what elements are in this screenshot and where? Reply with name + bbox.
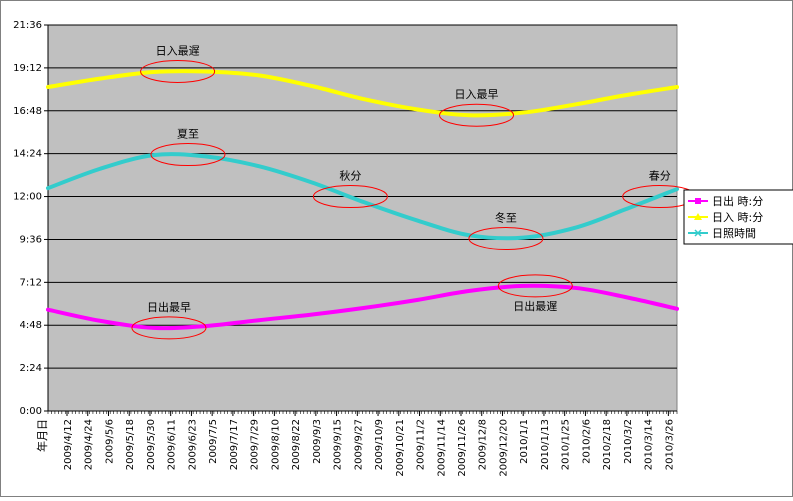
x-tick-label: 2010/3/26 (664, 419, 675, 470)
annotation-ellipse (439, 103, 515, 127)
x-tick-label: 2010/2/6 (581, 419, 592, 464)
x-tick-label: 2009/4/12 (63, 419, 74, 470)
x-tick-label: 2009/5/18 (125, 419, 136, 470)
x-tick-label: 2010/1/1 (519, 419, 530, 464)
legend-entry: 日照時間 (712, 227, 756, 240)
y-tick-label: 4:48 (20, 320, 42, 331)
x-tick-label: 2009/11/14 (436, 419, 447, 477)
plot-area (47, 24, 678, 412)
y-tick-label: 7:12 (20, 277, 42, 288)
x-tick-label: 2009/10/21 (395, 419, 406, 477)
y-tick-label: 14:24 (13, 149, 42, 160)
annotation-label: 日入最遅 (156, 44, 200, 57)
y-tick-label: 9:36 (20, 234, 42, 245)
x-tick-label: 2009/9/15 (333, 419, 344, 470)
x-tick-label: 2009/5/6 (104, 419, 115, 464)
series-line-1 (46, 69, 679, 118)
x-tick-label: 2009/6/23 (187, 419, 198, 470)
y-tick-label: 16:48 (13, 106, 42, 117)
legend-entry: 日出 時:分 (712, 194, 763, 208)
x-tick-label: 2009/12/20 (498, 419, 509, 477)
annotation-label: 日出最早 (147, 300, 191, 314)
legend-box (683, 189, 793, 245)
y-tick-label: 2:24 (20, 363, 42, 374)
legend-marker (695, 198, 701, 204)
x-tick-label: 2009/11/2 (416, 419, 427, 470)
legend-marker (694, 213, 702, 220)
y-tick-label: 0:00 (20, 406, 42, 417)
annotation-label: 夏至 (177, 128, 199, 141)
x-tick-label: 2009/8/10 (270, 419, 281, 470)
x-tick-label: 2009/6/11 (167, 419, 178, 470)
x-tick-label: 2009/7/29 (250, 419, 261, 470)
annotation-ellipse (131, 316, 207, 340)
series-line-0 (46, 283, 679, 331)
x-tick-label: 2009/4/24 (84, 419, 95, 470)
annotation-label: 春分 (649, 170, 671, 183)
x-tick-label: 2009/5/30 (146, 419, 157, 470)
x-axis-label: 年月日 (35, 419, 49, 452)
annotation-ellipse (140, 59, 216, 83)
series-line-2 (46, 152, 679, 241)
annotation-ellipse (468, 227, 544, 251)
legend-entry: 日入 時:分 (712, 211, 763, 224)
legend-marker (694, 229, 702, 237)
y-tick-label: 19:12 (13, 63, 42, 74)
annotation-label: 冬至 (495, 211, 517, 225)
y-tick-label: 21:36 (13, 20, 42, 31)
annotation-ellipse (312, 185, 388, 209)
x-tick-label: 2010/3/14 (644, 419, 655, 470)
x-tick-label: 2010/1/13 (540, 419, 551, 470)
x-tick-label: 2010/3/2 (623, 419, 634, 464)
annotation-label: 秋分 (339, 169, 361, 183)
annotation-ellipse (497, 274, 573, 298)
x-tick-label: 2010/1/25 (561, 419, 572, 470)
x-tick-label: 2009/10/9 (374, 419, 385, 470)
annotation-ellipse (150, 143, 226, 167)
x-tick-label: 2009/11/26 (457, 419, 468, 477)
x-tick-label: 2009/7/17 (229, 419, 240, 470)
x-tick-label: 2009/8/22 (291, 419, 302, 470)
annotation-label: 日出最遅 (513, 299, 557, 313)
annotation-label: 日入最早 (455, 88, 499, 101)
x-tick-label: 2009/9/3 (312, 419, 323, 464)
x-tick-label: 2010/2/18 (602, 419, 613, 470)
y-tick-label: 12:00 (13, 192, 42, 203)
x-tick-label: 2009/9/27 (353, 419, 364, 470)
x-tick-label: 2009/12/8 (478, 419, 489, 470)
x-tick-label: 2009/7/5 (208, 419, 219, 464)
